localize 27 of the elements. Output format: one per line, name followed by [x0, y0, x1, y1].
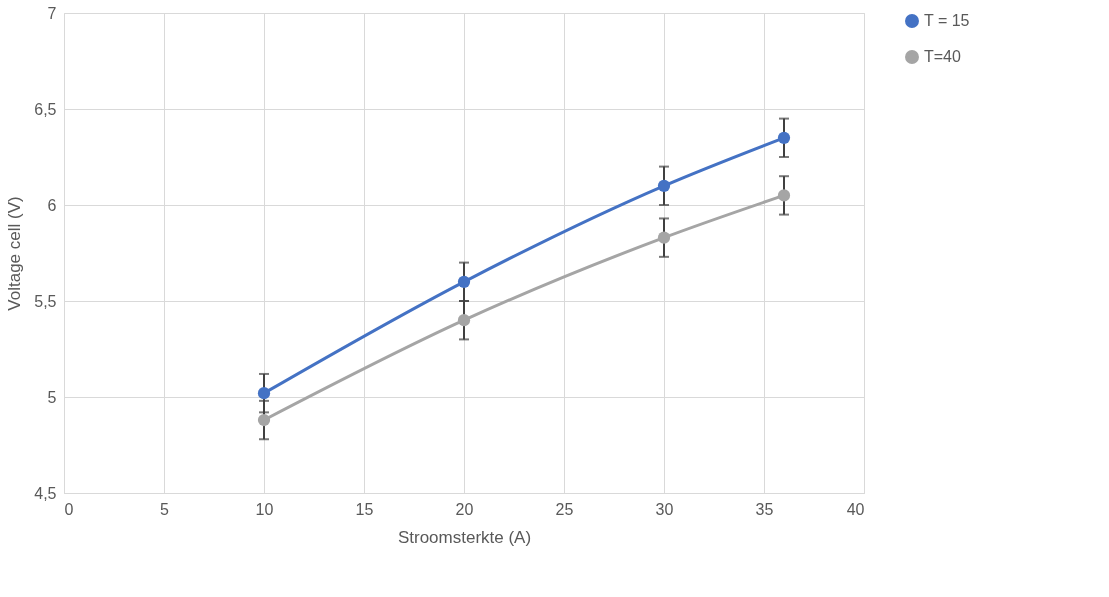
y-tick-label: 5: [47, 388, 57, 406]
point: [457, 275, 471, 288]
legend-label: T=40: [924, 48, 962, 65]
x-tick-label: 40: [846, 500, 865, 518]
y-tick-label: 5,5: [34, 292, 57, 310]
y-tick-label: 6: [47, 196, 57, 214]
point: [457, 314, 471, 327]
point: [257, 387, 271, 400]
point: [777, 189, 791, 202]
x-tick-label: 5: [160, 500, 170, 518]
point: [657, 231, 671, 244]
y-tick-label: 4,5: [34, 484, 57, 502]
x-tick-label: 20: [455, 500, 474, 518]
legend-label: T = 15: [924, 12, 970, 29]
y-tick-label: 7: [47, 4, 57, 22]
x-tick-label: 10: [255, 500, 274, 518]
x-tick-label: 25: [555, 500, 574, 518]
point: [257, 413, 271, 427]
x-tick-label: 30: [655, 500, 674, 518]
point: [777, 131, 791, 144]
y-axis-title: Voltage cell (V): [5, 196, 25, 311]
x-axis-title: Stroomsterkte (A): [397, 527, 532, 547]
x-tick-label: 15: [355, 500, 374, 518]
x-tick-label: 0: [64, 500, 74, 518]
point: [657, 179, 671, 192]
x-tick-label: 35: [755, 500, 774, 518]
y-tick-label: 6,5: [34, 100, 57, 118]
